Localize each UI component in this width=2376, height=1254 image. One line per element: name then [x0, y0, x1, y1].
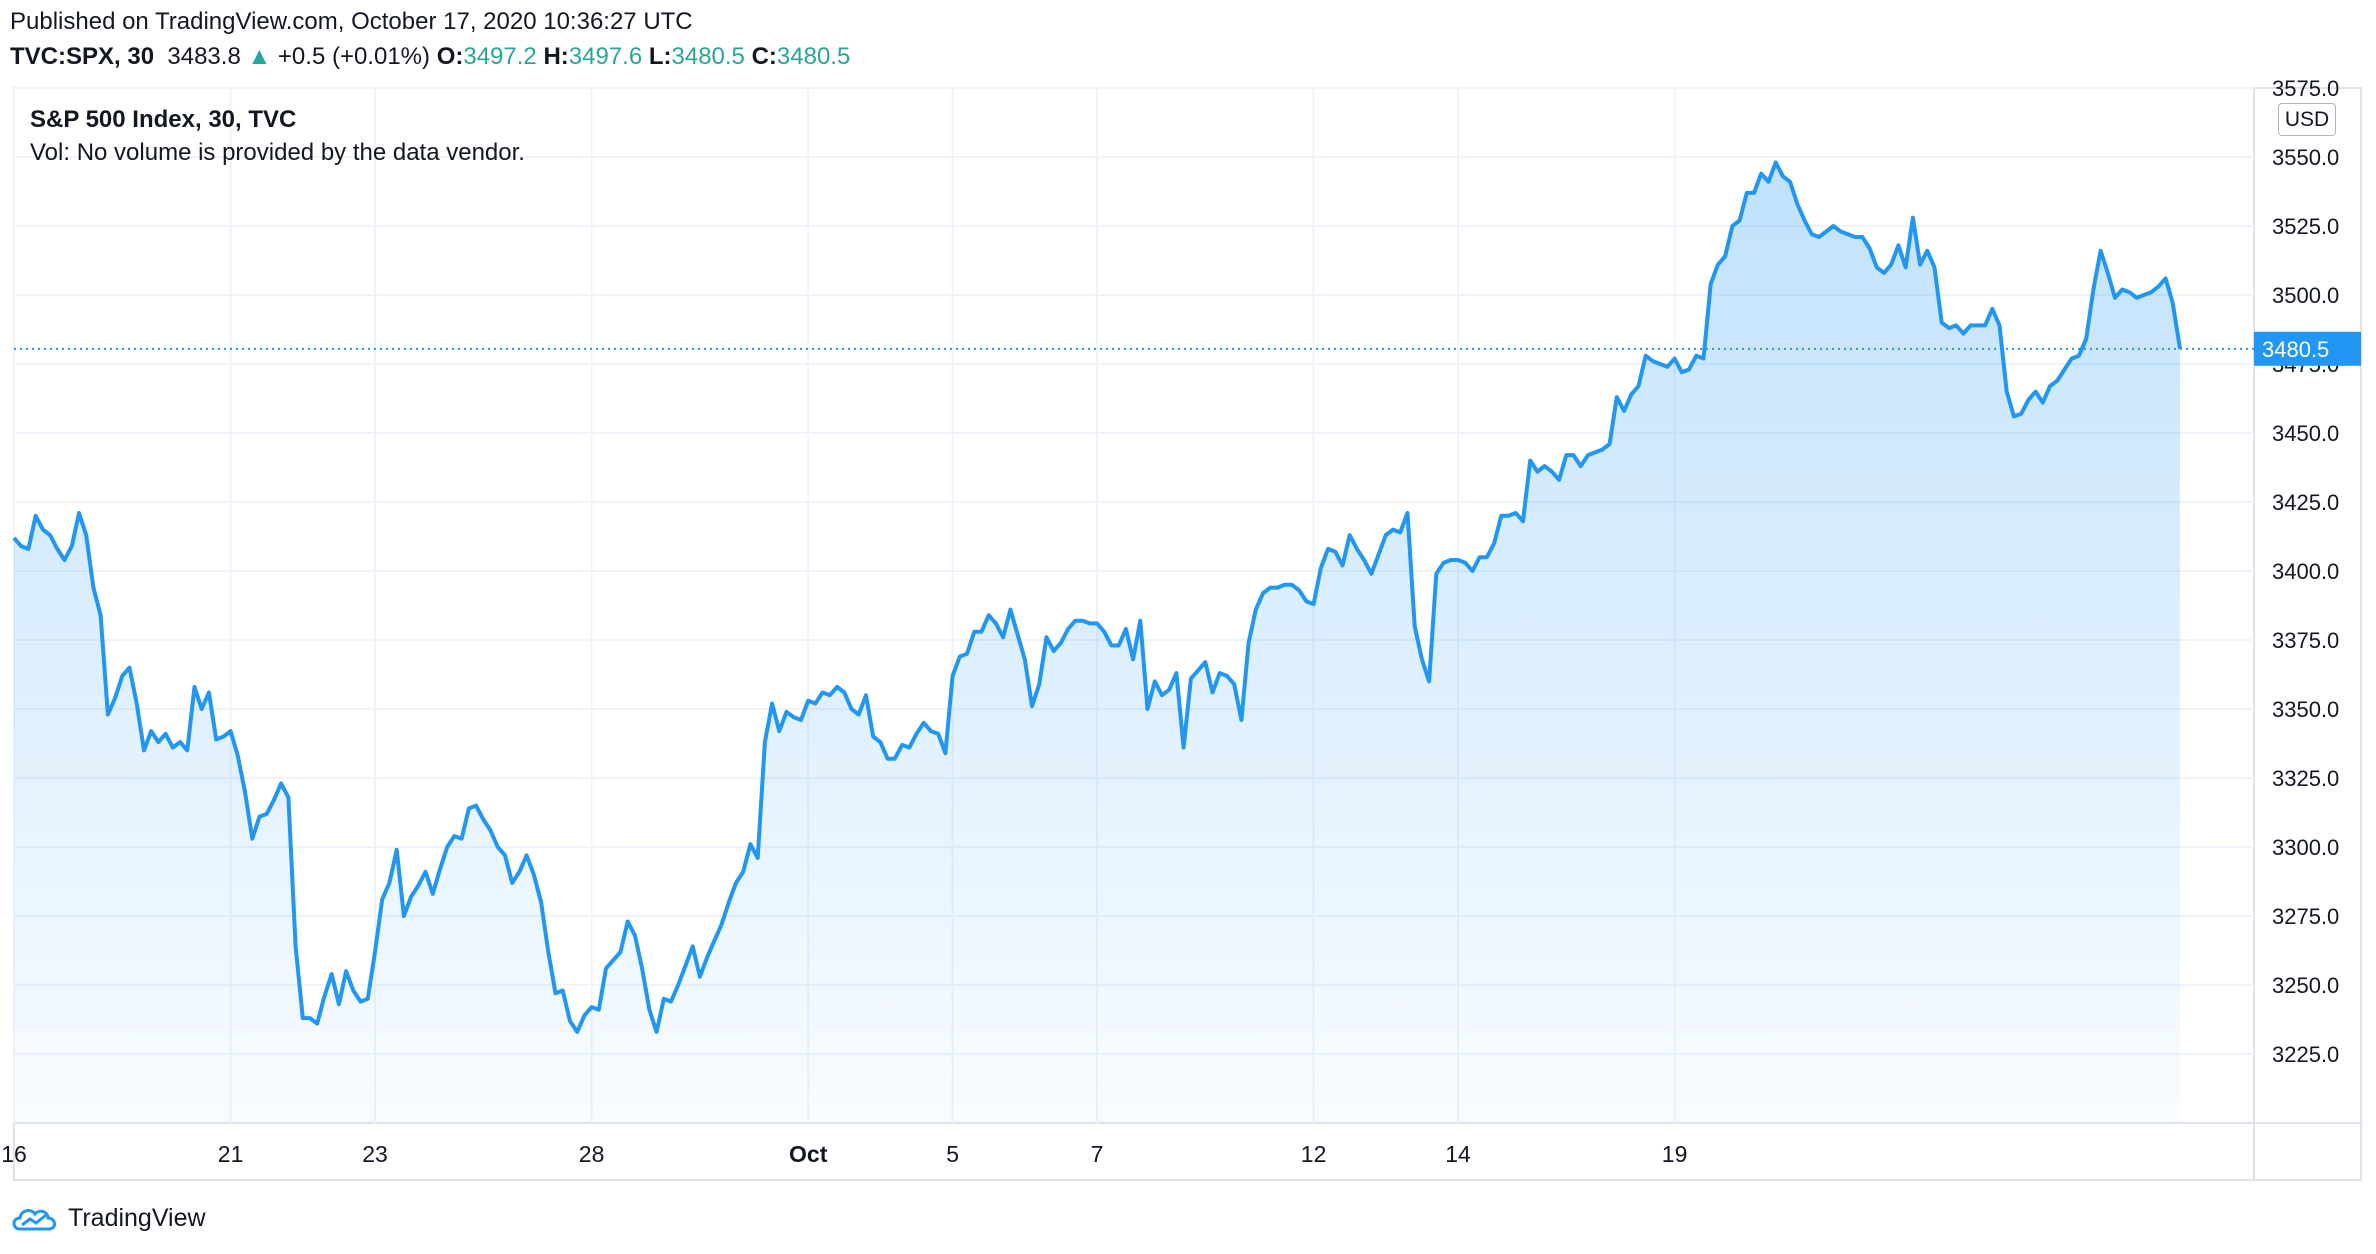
x-tick-label: 5: [946, 1141, 959, 1167]
y-tick-label: 3225.0: [2272, 1042, 2339, 1067]
symbol: TVC:SPX, 30: [10, 43, 155, 70]
brand-name: TradingView: [68, 1203, 206, 1232]
last-price-label-bg: [2254, 331, 2361, 366]
y-tick-label: 3575.0: [2272, 76, 2339, 101]
y-tick-label: 3400.0: [2272, 559, 2339, 584]
price-area: [14, 162, 2180, 1123]
y-tick-label: 3250.0: [2272, 973, 2339, 998]
open-value: 3497.2: [463, 43, 537, 70]
low-label: L:: [648, 43, 672, 70]
high-label: H:: [543, 43, 569, 70]
y-tick-label: 3300.0: [2272, 835, 2339, 860]
price-line: [12, 160, 2182, 1034]
arrow-up-icon: ▲: [247, 43, 272, 70]
low-value: 3480.5: [671, 43, 745, 70]
y-tick-label: 3350.0: [2272, 697, 2339, 722]
published-info: Published on TradingView.com, October 17…: [10, 8, 693, 35]
close-value: 3480.5: [776, 43, 851, 70]
y-tick-label: 3500.0: [2272, 283, 2339, 308]
y-tick-label: 3450.0: [2272, 421, 2339, 446]
ohlc-header: TVC:SPX, 30 3483.8 ▲ +0.5 (+0.01%) O:349…: [10, 43, 850, 71]
last-price: 3483.8: [167, 43, 241, 70]
x-tick-label: 21: [218, 1141, 244, 1167]
price-axis[interactable]: 3225.0 3250.0 3275.0 3300.0 3325.0 3350.0 3375…: [2272, 76, 2339, 1067]
x-tick-label: 16: [1, 1141, 27, 1167]
currency-button[interactable]: USD: [2278, 103, 2336, 136]
x-tick-label: 14: [1445, 1141, 1471, 1167]
high-value: 3497.6: [568, 43, 643, 70]
time-axis[interactable]: 16 21 23 28 Oct 5 7 12 14 19: [1, 1141, 1687, 1167]
y-tick-label: 3325.0: [2272, 766, 2339, 791]
cloud-logo-icon: [12, 1209, 56, 1231]
price-change: +0.5 (+0.01%): [277, 43, 431, 70]
tradingview-logo[interactable]: TradingView: [10, 1200, 206, 1236]
legend-volume: Vol: No volume is provided by the data v…: [30, 139, 525, 166]
last-price-label: 3480.5: [2254, 331, 2361, 366]
x-tick-label: 19: [1662, 1141, 1688, 1167]
last-price-label-text: 3480.5: [2262, 337, 2329, 362]
y-tick-label: 3550.0: [2272, 145, 2339, 170]
y-tick-label: 3525.0: [2272, 214, 2339, 239]
x-tick-label: 12: [1301, 1141, 1327, 1167]
close-label: C:: [751, 43, 777, 70]
x-tick-label: 28: [579, 1141, 605, 1167]
y-tick-label: 3375.0: [2272, 628, 2339, 653]
open-label: O:: [436, 43, 464, 70]
x-tick-label: Oct: [789, 1141, 828, 1167]
x-tick-label: 7: [1091, 1141, 1104, 1167]
y-tick-label: 3275.0: [2272, 904, 2339, 929]
legend-title: S&P 500 Index, 30, TVC: [30, 106, 297, 133]
x-tick-label: 23: [362, 1141, 388, 1167]
y-tick-label: 3425.0: [2272, 490, 2339, 515]
